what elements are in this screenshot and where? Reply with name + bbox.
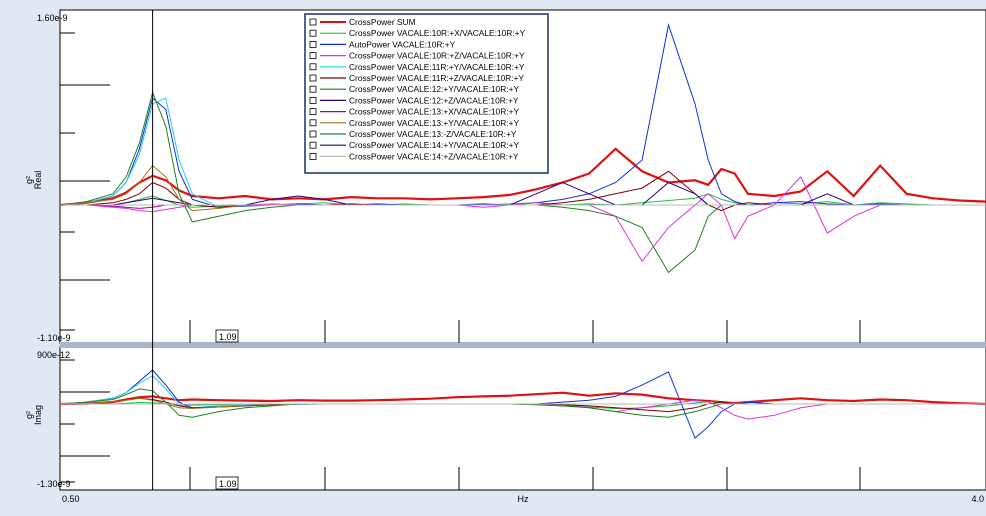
xtick-left: 0.50 (62, 494, 80, 504)
imag-ytick-top: 900e-12 (37, 350, 70, 360)
legend-label-2: AutoPower VACALE:10R:+Y (349, 39, 456, 49)
real-ytick-bottom: -1.10e-9 (37, 333, 71, 343)
legend-checkbox-12[interactable] (309, 152, 317, 160)
legend-label-9: CrossPower VACALE:13:+Y/VACALE:10R:+Y (349, 118, 519, 128)
imag-plot-area (59, 369, 986, 439)
xtick-right: 4.0 (971, 494, 984, 504)
real-ytick-top: 1.60e-9 (37, 13, 68, 23)
legend-checkbox-4[interactable] (309, 63, 317, 71)
legend-checkbox-8[interactable] (309, 108, 317, 115)
legend-label-8: CrossPower VACALE:13:+X/VACALE:10R:+Y (349, 107, 519, 117)
imag-yunit: g² (24, 411, 34, 419)
cursor-label-box-imag[interactable] (215, 476, 239, 490)
cursor-label-imag: 1.09 (219, 479, 237, 489)
legend-label-12: CrossPower VACALE:14:+Z/VACALE:10R:+Y (349, 151, 519, 161)
legend-checkbox-1[interactable] (309, 29, 317, 37)
imag-ytick-bottom: -1.30e-9 (37, 479, 71, 489)
legend-checkbox-7[interactable] (309, 97, 317, 104)
series-line-real-0 (59, 147, 986, 207)
cursor-label-real: 1.09 (219, 332, 237, 342)
legend-checkbox-9[interactable] (309, 119, 317, 127)
legend-checkbox-5[interactable] (309, 74, 317, 82)
legend-box (304, 13, 549, 174)
legend-checkbox-2[interactable] (309, 41, 317, 48)
legend-checkbox-6[interactable] (309, 85, 317, 93)
legend-checkbox-0[interactable] (309, 18, 317, 26)
panel-divider[interactable] (60, 342, 986, 348)
cursor-label-box-real[interactable] (215, 329, 239, 343)
legend-label-1: CrossPower VACALE:10R:+X/VACALE:10R:+Y (349, 28, 526, 38)
legend-label-3: CrossPower VACALE:10R:+Z/VACALE:10R:+Y (349, 51, 525, 61)
axis-ticks (60, 32, 861, 490)
imag-ylabel: Imag (33, 405, 43, 425)
legend-label-6: CrossPower VACALE:12:+Y/VACALE:10R:+Y (349, 84, 519, 94)
legend-label-10: CrossPower VACALE:13:-Z/VACALE:10R:+Y (349, 129, 517, 139)
legend-label-7: CrossPower VACALE:12:+Z/VACALE:10R:+Y (349, 95, 519, 105)
legend-label-4: CrossPower VACALE:11R:+Y/VACALE:10R:+Y (349, 62, 525, 72)
x-unit-label: Hz (518, 494, 529, 504)
real-ylabel: Real (33, 171, 43, 190)
legend-checkbox-10[interactable] (309, 130, 317, 138)
legend-label-0: CrossPower SUM (349, 17, 416, 27)
series-line-real-1 (60, 193, 986, 208)
legend-checkbox-11[interactable] (309, 141, 317, 149)
real-yunit: g² (24, 176, 34, 184)
imag-panel-background (60, 347, 986, 490)
legend-checkbox-3[interactable] (309, 52, 317, 59)
legend-label-11: CrossPower VACALE:14:+Y/VACALE:10R:+Y (349, 140, 519, 150)
real-plot-area (59, 23, 986, 274)
legend-label-5: CrossPower VACALE:11R:+Z/VACALE:10R:+Y (349, 73, 524, 83)
